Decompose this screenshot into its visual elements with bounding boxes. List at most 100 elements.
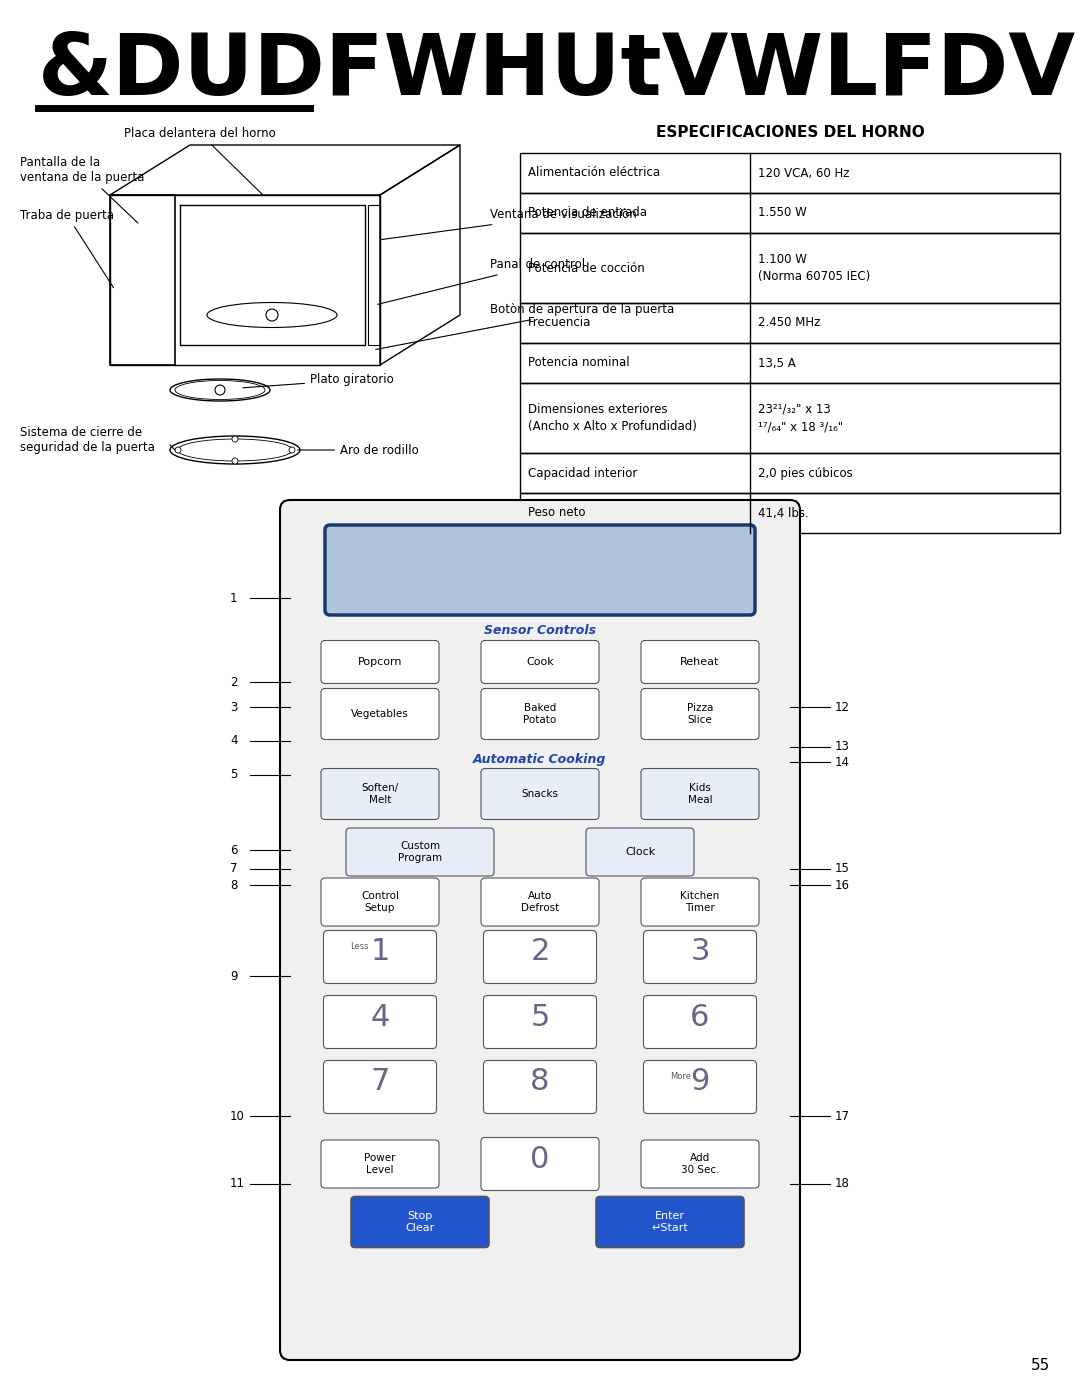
FancyBboxPatch shape: [586, 828, 694, 876]
FancyBboxPatch shape: [481, 689, 599, 739]
FancyBboxPatch shape: [484, 930, 596, 983]
Text: 7: 7: [230, 862, 238, 875]
Text: 3: 3: [690, 937, 710, 967]
Text: 5: 5: [530, 1003, 550, 1031]
Text: 13: 13: [835, 740, 850, 753]
Text: 41,4 lbs.: 41,4 lbs.: [758, 507, 809, 520]
Text: 4: 4: [230, 735, 238, 747]
FancyBboxPatch shape: [324, 996, 436, 1049]
Text: 14: 14: [835, 756, 850, 768]
FancyBboxPatch shape: [642, 640, 759, 683]
Text: 1: 1: [230, 592, 238, 605]
Text: 17: 17: [835, 1111, 850, 1123]
Text: 120 VCA, 60 Hz: 120 VCA, 60 Hz: [758, 166, 850, 179]
Text: Vegetables: Vegetables: [351, 710, 409, 719]
Text: Sensor Controls: Sensor Controls: [484, 623, 596, 637]
FancyBboxPatch shape: [321, 689, 438, 739]
FancyBboxPatch shape: [321, 877, 438, 926]
Text: 8: 8: [230, 879, 238, 891]
Text: Soften/
Melt: Soften/ Melt: [362, 784, 399, 805]
FancyBboxPatch shape: [596, 1196, 744, 1248]
Circle shape: [175, 447, 181, 453]
FancyBboxPatch shape: [481, 1137, 599, 1190]
FancyBboxPatch shape: [644, 930, 756, 983]
Text: Clock: Clock: [625, 847, 656, 856]
FancyBboxPatch shape: [346, 828, 494, 876]
Text: 7: 7: [370, 1067, 390, 1097]
Text: 13,5 A: 13,5 A: [758, 356, 796, 369]
FancyBboxPatch shape: [351, 1196, 489, 1248]
Text: Reheat: Reheat: [680, 657, 719, 666]
Text: 9: 9: [690, 1067, 710, 1097]
Bar: [519, 303, 1059, 344]
Text: 6: 6: [230, 844, 238, 856]
Text: 12: 12: [835, 701, 850, 714]
Text: 4: 4: [370, 1003, 390, 1031]
Bar: [519, 493, 1059, 534]
FancyBboxPatch shape: [321, 768, 438, 820]
Text: 23²¹/₃₂" x 13
¹⁷/₆₄" x 18 ³/₁₆": 23²¹/₃₂" x 13 ¹⁷/₆₄" x 18 ³/₁₆": [758, 402, 843, 433]
Text: Alimentación eléctrica: Alimentación eléctrica: [528, 166, 660, 179]
Text: 11: 11: [230, 1178, 245, 1190]
FancyBboxPatch shape: [481, 877, 599, 926]
Text: 9: 9: [230, 970, 238, 982]
FancyBboxPatch shape: [484, 996, 596, 1049]
Text: 0: 0: [530, 1144, 550, 1173]
Bar: [519, 154, 1059, 193]
Text: 2,0 pies cúbicos: 2,0 pies cúbicos: [758, 467, 853, 479]
FancyBboxPatch shape: [325, 525, 755, 615]
FancyBboxPatch shape: [642, 877, 759, 926]
FancyBboxPatch shape: [644, 996, 756, 1049]
FancyBboxPatch shape: [324, 1060, 436, 1113]
Text: Placa delantera del horno: Placa delantera del horno: [124, 127, 275, 196]
Text: Capacidad interior: Capacidad interior: [528, 467, 637, 479]
Text: 18: 18: [835, 1178, 850, 1190]
Bar: [519, 193, 1059, 233]
Text: Ventana de visualizaciòn: Ventana de visualizaciòn: [381, 208, 637, 240]
FancyBboxPatch shape: [484, 1060, 596, 1113]
Circle shape: [232, 436, 238, 441]
Text: Frecuencia: Frecuencia: [528, 317, 592, 330]
Text: Cook: Cook: [526, 657, 554, 666]
Text: Potencia de entrada: Potencia de entrada: [528, 207, 647, 219]
Text: 2.450 MHz: 2.450 MHz: [758, 317, 821, 330]
Text: Power
Level: Power Level: [364, 1153, 395, 1175]
Text: 55: 55: [1030, 1358, 1050, 1372]
Text: 8: 8: [530, 1067, 550, 1097]
Text: 10: 10: [230, 1111, 245, 1123]
Text: Kids
Meal: Kids Meal: [688, 784, 713, 805]
Text: Kitchen
Timer: Kitchen Timer: [680, 891, 719, 912]
Text: Automatic Cooking: Automatic Cooking: [473, 753, 607, 766]
Text: 3: 3: [230, 701, 238, 714]
Bar: [519, 453, 1059, 493]
Text: Sistema de cierre de
seguridad de la puerta: Sistema de cierre de seguridad de la pue…: [21, 426, 154, 454]
Text: 6: 6: [690, 1003, 710, 1031]
FancyBboxPatch shape: [321, 1140, 438, 1187]
Text: Enter
↵Start: Enter ↵Start: [651, 1211, 688, 1232]
Text: Add
30 Sec.: Add 30 Sec.: [680, 1153, 719, 1175]
Text: Popcorn: Popcorn: [357, 657, 402, 666]
Circle shape: [232, 458, 238, 464]
FancyBboxPatch shape: [642, 768, 759, 820]
Text: ESPECIFICACIONES DEL HORNO: ESPECIFICACIONES DEL HORNO: [656, 124, 924, 140]
Text: Peso neto: Peso neto: [528, 507, 585, 520]
FancyBboxPatch shape: [644, 1060, 756, 1113]
Text: More: More: [670, 1071, 691, 1081]
FancyBboxPatch shape: [481, 768, 599, 820]
Bar: [519, 233, 1059, 303]
Text: 5: 5: [230, 768, 238, 781]
Text: Potencia nominal: Potencia nominal: [528, 356, 630, 369]
FancyBboxPatch shape: [324, 930, 436, 983]
Text: Pizza
Slice: Pizza Slice: [687, 703, 713, 725]
Text: Snacks: Snacks: [522, 789, 558, 799]
FancyBboxPatch shape: [321, 640, 438, 683]
Text: Dimensiones exteriores
(Ancho x Alto x Profundidad): Dimensiones exteriores (Ancho x Alto x P…: [528, 402, 697, 433]
Text: Less: Less: [350, 942, 368, 951]
Text: 1: 1: [370, 937, 390, 967]
Bar: [519, 383, 1059, 453]
Text: Pantalla de la
ventana de la puerta: Pantalla de la ventana de la puerta: [21, 156, 145, 224]
Text: Panal de control: Panal de control: [378, 258, 585, 305]
Bar: [519, 344, 1059, 383]
Text: Stop
Clear: Stop Clear: [405, 1211, 434, 1232]
Text: Aro de rodillo: Aro de rodillo: [298, 443, 419, 457]
